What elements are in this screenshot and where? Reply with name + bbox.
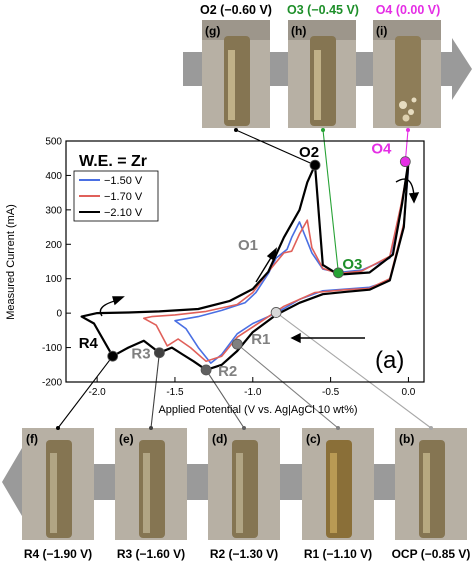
direction-arrowhead-bottom [290,332,301,344]
marker-r4 [107,350,119,362]
photo-caption-h: O3 (−0.45 V) [287,3,359,17]
photo-caption-f: R4 (−1.90 V) [24,547,92,561]
photo-label-e: (e) [119,432,134,446]
marker-r3 [153,347,165,359]
connector-r3 [150,352,160,429]
x-tick-label: -1.0 [244,387,262,398]
photo-i: (i) [373,20,441,128]
connector-end-r4 [56,426,60,430]
direction-arrowhead-left [112,296,125,306]
x-tick-label: -1.5 [166,387,184,398]
x-tick-label: 0.0 [401,387,415,398]
direction-arrows [99,178,420,344]
direction-arrowhead-right [408,192,420,204]
marker-label-r4: R4 [79,335,99,352]
x-axis-label: Applied Potential (V vs. Ag|AgCl 10 wt%) [158,404,357,416]
x-tick-label: -2.0 [89,387,107,398]
annotation-markers: O2 O3 O4 R1 R2 R3 R4 [79,141,411,380]
photo-c: (c) [302,428,374,540]
marker-r2 [200,364,212,376]
y-tick-label: 0 [56,309,62,320]
connector-r1 [236,343,339,429]
marker-label-r1: R1 [251,331,270,348]
connector-end-r3 [149,426,153,430]
chart: -2.0 -1.5 -1.0 -0.5 0.0 -200 -100 0 100 200 300 400… [5,128,433,430]
plot-frame [65,140,425,383]
connector-end-r1 [336,426,340,430]
marker-label-o2: O2 [299,144,319,161]
photo-g: (g) [202,20,270,128]
photo-f: (f) [22,428,94,540]
legend-title: W.E. = Zr [79,153,147,170]
legend-label-2: −1.70 V [104,191,143,203]
photo-label-f: (f) [26,432,38,446]
photo-caption-c: R1 (−1.10 V) [304,547,372,561]
bottom-photo-row: (f) (e) (d) (c) (b) R4 (−1.90 V) R3 (− [2,428,470,561]
y-tick-label: -100 [42,343,62,354]
x-tick-label: -0.5 [322,387,340,398]
photo-caption-g: O2 (−0.60 V) [200,3,272,17]
panel-label: (a) [375,347,404,374]
connector-r4 [57,355,114,429]
connector-o2 [235,129,316,166]
photo-label-d: (d) [212,432,227,446]
direction-arrowhead-o1 [266,247,278,262]
photo-caption-i: O4 (0.00 V) [376,3,441,17]
marker-o4 [399,156,411,168]
legend-label-3: −2.10 V [104,207,143,219]
marker-label-o4: O4 [371,141,392,158]
connector-end-o3 [321,128,325,132]
photo-caption-d: R2 (−1.30 V) [210,547,278,561]
photo-b: (b) [395,428,467,540]
connector-o3 [322,129,339,273]
marker-label-r2: R2 [218,363,237,380]
marker-o3 [332,267,344,279]
connector-ocp [275,312,432,429]
photo-d: (d) [208,428,280,540]
series-line-2 [143,164,410,363]
legend: W.E. = Zr −1.50 V −1.70 V −2.10 V [73,153,159,222]
photo-label-i: (i) [376,24,387,38]
y-tick-label: 100 [45,274,62,285]
marker-label-o3: O3 [342,256,362,273]
y-axis-label: Measured Current (mA) [5,204,17,320]
y-tick-label: 400 [45,171,62,182]
chart-axes: -2.0 -1.5 -1.0 -0.5 0.0 -200 -100 0 100 200 300 400… [42,137,416,399]
connector-end-ocp [429,426,433,430]
annotation-o1: O1 [238,237,258,254]
connector-end-o4 [406,128,410,132]
photo-e: (e) [115,428,187,540]
photo-h: (h) [288,20,356,128]
photo-caption-b: OCP (−0.85 V) [392,547,471,561]
y-tick-label: 200 [45,240,62,251]
y-tick-label: 500 [45,137,62,148]
photo-label-c: (c) [306,432,321,446]
photo-caption-e: R3 (−1.60 V) [117,547,185,561]
connector-r2 [205,369,245,429]
photo-label-b: (b) [399,432,414,446]
marker-o2 [309,159,321,171]
y-tick-label: -200 [42,378,62,389]
direction-arrow-o1 [255,255,273,283]
connector-end-o2 [234,128,238,132]
photo-label-h: (h) [291,24,306,38]
marker-ocp [270,307,282,318]
legend-label-1: −1.50 V [104,175,143,187]
top-photo-row: O2 (−0.60 V) O3 (−0.45 V) O4 (0.00 V) (g… [183,3,472,128]
direction-arrow-right [395,178,415,197]
marker-r1 [231,338,243,350]
y-tick-label: 300 [45,205,62,216]
marker-label-r3: R3 [131,346,150,363]
photo-label-g: (g) [205,24,220,38]
connector-end-r2 [242,426,246,430]
